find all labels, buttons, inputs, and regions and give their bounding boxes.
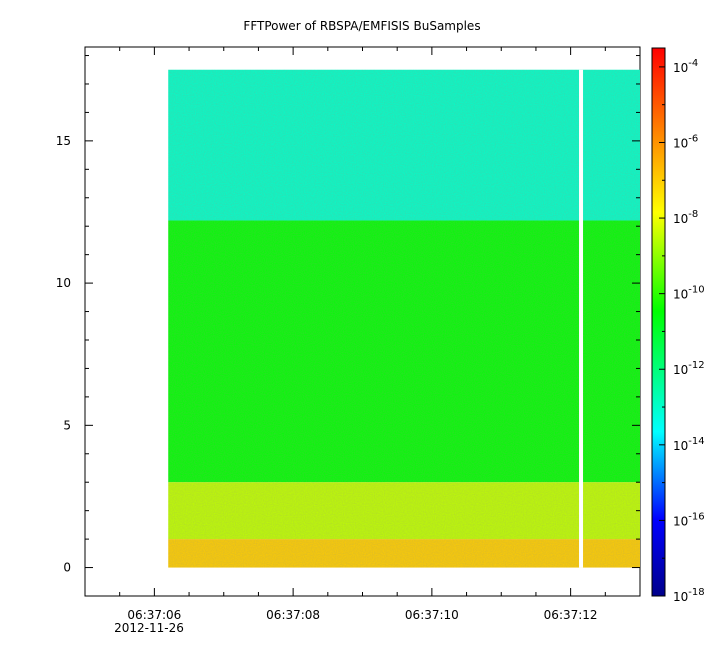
- data-gap: [579, 69, 584, 568]
- spectrogram-texture: [168, 69, 640, 568]
- x-axis-date-label: 2012-11-26: [114, 621, 184, 635]
- colorbar-tick-label: 10-8: [673, 209, 698, 226]
- y-axis: 0 5 10 15: [56, 55, 640, 597]
- x-tick-label: 06:37:06: [127, 608, 181, 622]
- colorbar: [651, 47, 666, 597]
- colorbar-tick-label: 10-4: [673, 58, 698, 75]
- y-tick-label: 10: [56, 276, 71, 290]
- chart-title: FFTPower of RBSPA/EMFISIS BuSamples: [243, 19, 480, 33]
- y-tick-label: 15: [56, 134, 71, 148]
- y-tick-label: 5: [63, 418, 71, 432]
- y-tick-label: 0: [63, 561, 71, 575]
- x-axis: 06:37:06 06:37:08 06:37:10 06:37:12: [119, 47, 606, 622]
- x-tick-label: 06:37:10: [405, 608, 459, 622]
- colorbar-tick-label: 10-18: [673, 587, 705, 604]
- x-tick-label: 06:37:12: [544, 608, 598, 622]
- x-tick-label: 06:37:08: [266, 608, 320, 622]
- colorbar-tick-label: 10-10: [673, 285, 705, 302]
- colorbar-axis: 10-4 10-6 10-8 10-10 10-12 10-14 10-16 10-18: [659, 58, 705, 604]
- colorbar-tick-label: 10-6: [673, 133, 698, 150]
- colorbar-tick-label: 10-12: [673, 360, 705, 377]
- colorbar-tick-label: 10-14: [673, 436, 705, 453]
- colorbar-tick-label: 10-16: [673, 511, 705, 528]
